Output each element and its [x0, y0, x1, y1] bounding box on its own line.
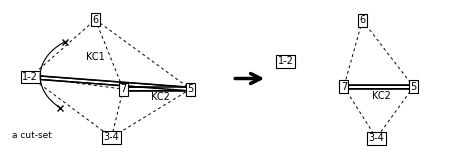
Text: 1-2: 1-2	[22, 72, 38, 82]
Text: KC2: KC2	[372, 91, 391, 101]
Text: 1-2: 1-2	[278, 56, 294, 66]
Text: a cut-set: a cut-set	[12, 131, 52, 140]
Text: 5: 5	[187, 84, 194, 94]
Text: 5: 5	[410, 82, 417, 92]
Text: KC2: KC2	[151, 92, 170, 102]
Text: 3-4: 3-4	[368, 133, 384, 143]
Text: KC1: KC1	[86, 52, 105, 62]
Text: 7: 7	[120, 84, 126, 94]
Text: 6: 6	[359, 15, 365, 25]
Text: 6: 6	[92, 15, 99, 25]
Text: 7: 7	[341, 82, 347, 92]
Text: 3-4: 3-4	[104, 132, 119, 142]
